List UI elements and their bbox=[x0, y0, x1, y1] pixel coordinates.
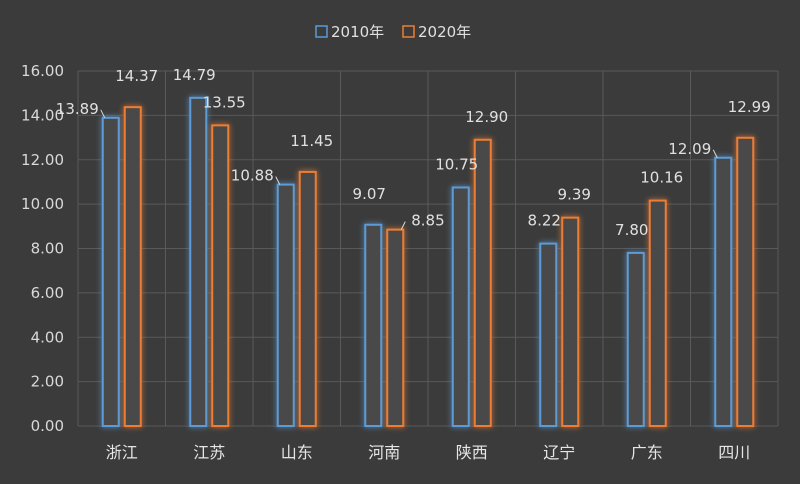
bar-2010-1 bbox=[101, 116, 120, 428]
bar-2010-4 bbox=[364, 223, 383, 427]
y-tick-label: 6.00 bbox=[31, 284, 64, 302]
bar-2020-2 bbox=[211, 124, 230, 427]
bar-2010-3 bbox=[276, 183, 295, 427]
y-tick-label: 4.00 bbox=[31, 328, 64, 346]
x-category-label: 广东 bbox=[631, 443, 663, 462]
y-tick-label: 12.00 bbox=[21, 151, 64, 169]
x-category-label: 四川 bbox=[718, 443, 750, 462]
bars bbox=[101, 96, 755, 428]
data-label-2010-6: 8.22 bbox=[528, 212, 561, 230]
y-tick-label: 10.00 bbox=[21, 195, 64, 213]
y-tick-label: 16.00 bbox=[21, 62, 64, 80]
data-label-2010-3: 10.88 bbox=[231, 167, 274, 185]
y-tick-label: 0.00 bbox=[31, 417, 64, 435]
x-category-label: 山东 bbox=[281, 443, 313, 462]
x-category-label: 浙江 bbox=[106, 443, 138, 462]
data-label-2010-8: 12.09 bbox=[668, 140, 711, 158]
legend-swatch-2 bbox=[402, 25, 415, 38]
leader-line bbox=[712, 149, 718, 158]
data-label-2020-2: 13.55 bbox=[203, 93, 246, 111]
data-label-2020-7: 10.16 bbox=[640, 169, 683, 187]
y-axis: 0.00 2.00 4.00 6.00 8.00 10.00 12.00 14.00 16.00 bbox=[21, 62, 64, 435]
data-label-2010-2: 14.79 bbox=[173, 66, 216, 84]
bar-2020-4 bbox=[386, 228, 405, 427]
leader-lines bbox=[100, 109, 718, 230]
x-category-label: 陕西 bbox=[456, 443, 488, 462]
x-category-label: 辽宁 bbox=[543, 443, 575, 462]
data-labels: 13.89 14.37 14.79 13.55 10.88 11.45 9.07 8.85 10… bbox=[56, 66, 771, 239]
data-label-2020-8: 12.99 bbox=[728, 98, 771, 116]
bar-2010-2 bbox=[189, 96, 208, 428]
leader-line bbox=[400, 221, 406, 230]
legend-label-2: 2020年 bbox=[418, 23, 471, 41]
data-label-2010-5: 10.75 bbox=[435, 155, 478, 173]
leader-line bbox=[100, 109, 106, 119]
bar-2020-7 bbox=[648, 199, 667, 427]
legend-label-1: 2010年 bbox=[331, 23, 384, 41]
data-label-2010-4: 9.07 bbox=[353, 185, 386, 203]
bar-2010-8 bbox=[714, 156, 733, 428]
y-tick-label: 2.00 bbox=[31, 373, 64, 391]
x-category-label: 河南 bbox=[368, 443, 400, 462]
bar-2010-5 bbox=[451, 186, 470, 427]
y-tick-label: 8.00 bbox=[31, 240, 64, 258]
bar-2020-6 bbox=[561, 216, 580, 427]
gridlines bbox=[77, 70, 779, 427]
bar-2010-7 bbox=[626, 251, 645, 427]
legend: 2010年 2020年 bbox=[315, 23, 471, 41]
x-category-label: 江苏 bbox=[193, 443, 225, 462]
data-label-2020-3: 11.45 bbox=[290, 132, 333, 150]
bar-2020-3 bbox=[298, 170, 317, 427]
data-label-2020-1: 14.37 bbox=[115, 67, 158, 85]
data-label-2010-7: 7.80 bbox=[615, 221, 648, 239]
data-label-2020-5: 12.90 bbox=[465, 108, 508, 126]
leader-line bbox=[275, 176, 281, 185]
data-label-2020-6: 9.39 bbox=[558, 186, 591, 204]
data-label-2020-4: 8.85 bbox=[411, 212, 444, 230]
bar-2020-1 bbox=[123, 106, 142, 428]
x-axis: 浙江 江苏 山东 河南 陕西 辽宁 广东 四川 bbox=[106, 443, 751, 462]
bar-2010-6 bbox=[539, 242, 558, 427]
data-label-2010-1: 13.89 bbox=[56, 100, 99, 118]
bar-2020-5 bbox=[473, 138, 492, 427]
legend-swatch-1 bbox=[315, 25, 328, 38]
y-tick-label: 14.00 bbox=[21, 106, 64, 124]
bar-2020-8 bbox=[736, 136, 755, 428]
